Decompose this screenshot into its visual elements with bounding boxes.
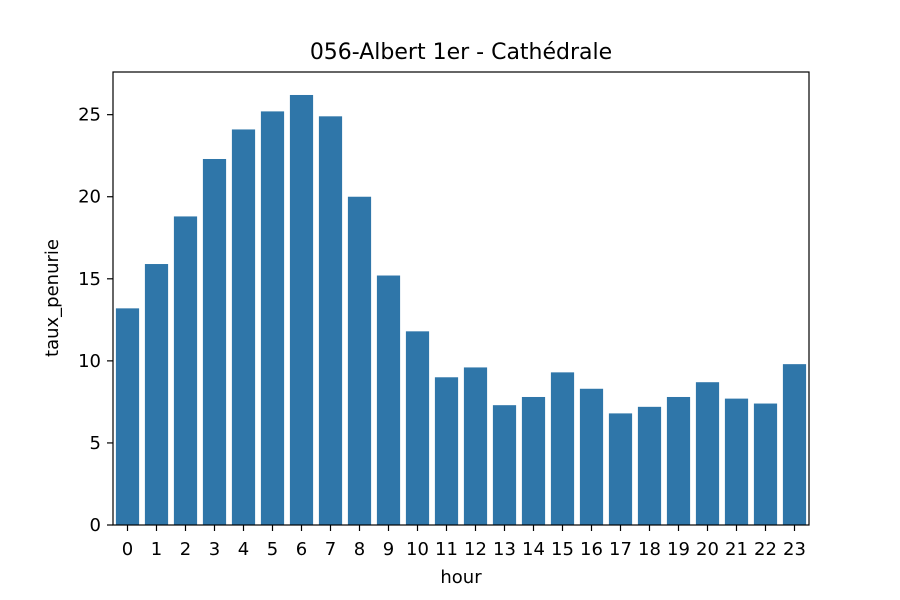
x-tick-label: 10 [406,539,429,560]
bar-hour-23 [782,364,807,525]
x-tick-label: 17 [609,539,632,560]
x-tick-label: 2 [180,539,191,560]
plot-frame [112,71,810,526]
bar-hour-17 [608,413,633,525]
bar-hour-7 [318,116,343,525]
x-tick-label: 19 [667,539,690,560]
x-tick-label: 12 [464,539,487,560]
x-tick-label: 6 [296,539,307,560]
y-tick-label: 15 [78,269,101,290]
x-tick-label: 21 [725,539,748,560]
x-tick-label: 18 [638,539,661,560]
x-tick-label: 9 [383,539,394,560]
y-tick-label: 0 [90,515,101,536]
x-tick-label: 1 [151,539,162,560]
bar-hour-8 [347,196,372,526]
bar-hour-9 [376,275,401,525]
y-tick-label: 25 [78,105,101,126]
x-tick-label: 4 [238,539,249,560]
bar-hour-11 [434,377,459,525]
bar-hour-1 [144,264,169,525]
bar-hour-21 [724,398,749,525]
y-tick-label: 10 [78,351,101,372]
x-tick-label: 22 [754,539,777,560]
bars-group [115,94,807,526]
x-tick-label: 23 [783,539,806,560]
bar-hour-10 [405,331,430,525]
bar-hour-20 [695,382,720,525]
bar-hour-0 [115,308,140,525]
bar-hour-5 [260,111,285,525]
bar-hour-12 [463,367,488,525]
x-tick-label: 3 [209,539,220,560]
bar-hour-15 [550,372,575,525]
x-tick-label: 13 [493,539,516,560]
bar-hour-2 [173,216,198,525]
x-tick-label: 16 [580,539,603,560]
x-axis-ticks: 0 1 2 3 4 5 6 7 8 9 10 11 12 13 14 15 16 17 18 19 20 21 22 23 [122,525,806,560]
x-tick-label: 20 [696,539,719,560]
bar-hour-16 [579,388,604,525]
bar-hour-18 [637,406,662,525]
x-tick-label: 5 [267,539,278,560]
bar-hour-22 [753,403,778,525]
x-tick-label: 14 [522,539,545,560]
bar-hour-3 [202,158,227,526]
x-tick-label: 7 [325,539,336,560]
x-axis-label: hour [440,567,482,588]
y-axis-label: taux_penurie [42,239,63,357]
x-tick-label: 15 [551,539,574,560]
y-tick-label: 5 [90,433,101,454]
bar-hour-13 [492,405,517,525]
bar-hour-19 [666,396,691,525]
y-axis-ticks: 0 5 10 15 20 25 [78,105,113,536]
x-tick-label: 11 [435,539,458,560]
bar-hour-14 [521,396,546,525]
x-tick-label: 0 [122,539,133,560]
bar-hour-6 [289,94,314,525]
bar-hour-4 [231,129,256,525]
y-tick-label: 20 [78,187,101,208]
chart-title: 056-Albert 1er - Cathédrale [310,40,612,65]
x-tick-label: 8 [354,539,365,560]
